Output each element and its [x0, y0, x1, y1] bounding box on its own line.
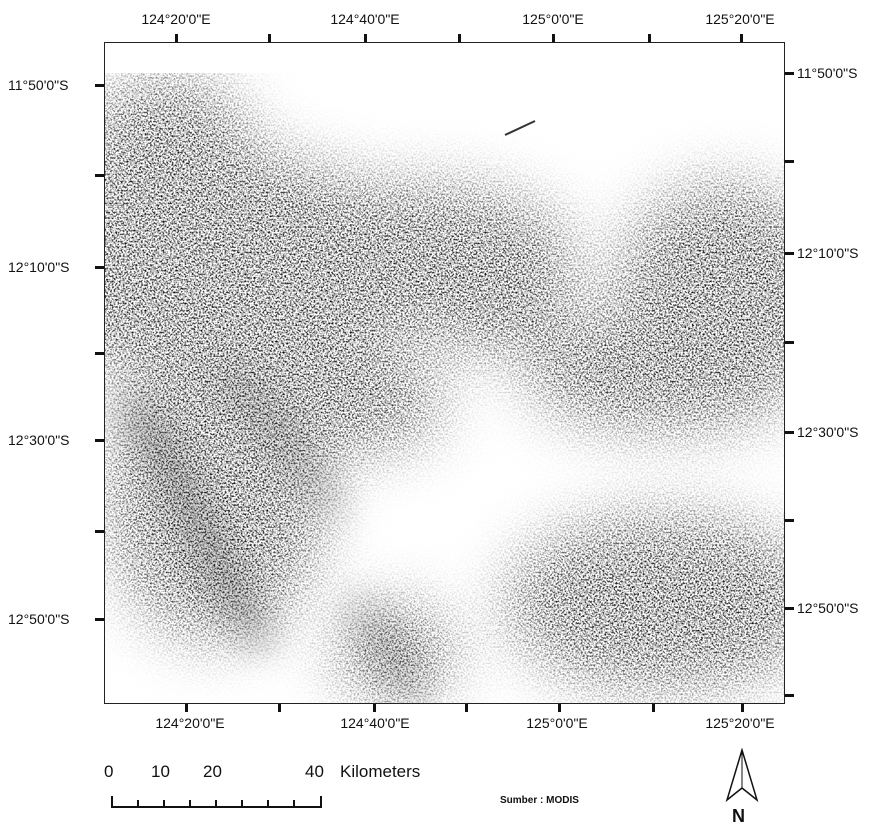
- north-arrow: N: [722, 747, 762, 828]
- tick-top: [364, 34, 367, 43]
- tick-bottom: [278, 703, 281, 712]
- tick-right: [785, 72, 794, 75]
- tick-top: [458, 34, 461, 43]
- lon-label-top-4: 125°20'0"E: [705, 11, 775, 27]
- lat-label-left-4: 12°50'0"S: [8, 611, 70, 627]
- north-arrow-icon: [725, 747, 759, 803]
- tick-left: [95, 439, 104, 442]
- north-label: N: [732, 806, 745, 826]
- tick-right: [785, 431, 794, 434]
- tick-left: [95, 174, 104, 177]
- tick-bottom: [741, 703, 744, 712]
- lon-label-bottom-4: 125°20'0"E: [705, 715, 775, 731]
- tick-left: [95, 266, 104, 269]
- scale-label-20: 20: [203, 762, 222, 781]
- tick-top: [552, 34, 555, 43]
- scale-label-40: 40: [305, 762, 324, 781]
- lat-label-left-3: 12°30'0"S: [8, 432, 70, 448]
- tick-bottom: [652, 703, 655, 712]
- tick-bottom: [373, 703, 376, 712]
- lon-label-top-1: 124°20'0"E: [141, 11, 211, 27]
- lat-label-right-2: 12°10'0"S: [797, 245, 859, 261]
- lat-label-left-2: 12°10'0"S: [8, 259, 70, 275]
- scale-bar: 0 10 20 40 Kilometers: [104, 762, 424, 808]
- tick-left: [95, 352, 104, 355]
- tick-left: [95, 530, 104, 533]
- lon-label-bottom-3: 125°0'0"E: [526, 715, 588, 731]
- tick-right: [785, 607, 794, 610]
- tick-right: [785, 252, 794, 255]
- map-frame[interactable]: [104, 42, 785, 704]
- tick-top: [268, 34, 271, 43]
- tick-bottom: [558, 703, 561, 712]
- tick-right: [785, 519, 794, 522]
- lat-label-right-1: 11°50'0"S: [797, 65, 858, 81]
- tick-top: [648, 34, 651, 43]
- lon-label-top-2: 124°40'0"E: [330, 11, 400, 27]
- tick-left: [95, 618, 104, 621]
- lat-label-right-4: 12°50'0"S: [797, 600, 859, 616]
- modis-raster: [105, 43, 784, 703]
- lat-label-left-1: 11°50'0"S: [8, 77, 69, 93]
- lon-label-bottom-1: 124°20'0"E: [155, 715, 225, 731]
- tick-right: [785, 341, 794, 344]
- tick-top: [740, 34, 743, 43]
- tick-right: [785, 694, 794, 697]
- tick-bottom: [465, 703, 468, 712]
- scale-unit: Kilometers: [340, 762, 421, 781]
- tick-bottom: [185, 703, 188, 712]
- tick-right: [785, 160, 794, 163]
- lon-label-bottom-2: 124°40'0"E: [340, 715, 410, 731]
- source-credit: Sumber : MODIS: [500, 795, 579, 806]
- lat-label-right-3: 12°30'0"S: [797, 424, 859, 440]
- scale-bar-labels: 0 10 20 40 Kilometers: [104, 762, 424, 782]
- lon-label-top-3: 125°0'0"E: [522, 11, 584, 27]
- tick-top: [175, 34, 178, 43]
- scale-label-10: 10: [151, 762, 170, 781]
- tick-left: [95, 84, 104, 87]
- scale-label-0: 0: [104, 762, 114, 781]
- scale-bar-ruler: [111, 796, 322, 808]
